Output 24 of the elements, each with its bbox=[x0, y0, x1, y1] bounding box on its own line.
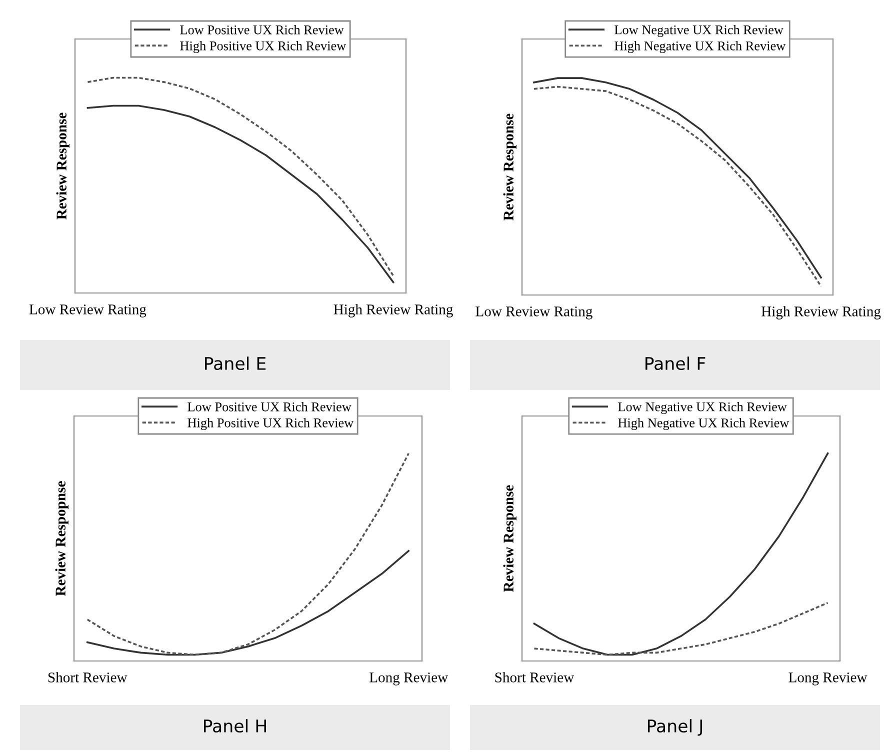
x-tick-label: High Review Rating bbox=[334, 304, 453, 318]
x-tick-label: Short Review bbox=[495, 672, 574, 682]
text: Panel E bbox=[205, 356, 266, 370]
legend-label: Low Positive UX Rich Review bbox=[188, 402, 352, 412]
legend-label: High Positive UX Rich Review bbox=[188, 418, 354, 430]
x-tick-label: Low Review Rating bbox=[476, 306, 592, 320]
legend-label: Low Negative UX Rich Review bbox=[614, 25, 784, 38]
y-axis-title: Review Response bbox=[56, 112, 70, 220]
legend-label: Low Positive UX Rich Review bbox=[180, 25, 344, 34]
x-tick-label: Low Review Rating bbox=[29, 304, 146, 318]
legend-label: High Negative UX Rich Review bbox=[618, 418, 790, 430]
x-tick-label: High Review Rating bbox=[762, 306, 881, 320]
legend-label: Low Negative UX Rich Review bbox=[618, 402, 787, 414]
x-tick-label: Short Review bbox=[48, 672, 128, 682]
legend-label: High Negative UX Rich Review bbox=[614, 41, 786, 54]
x-tick-label: Long Review bbox=[788, 672, 868, 686]
y-axis-title: Review Respopnse bbox=[55, 481, 68, 596]
legend-label: High Positive UX Rich Review bbox=[180, 41, 346, 54]
text: Panel H bbox=[204, 719, 266, 733]
text: Panel J bbox=[648, 719, 702, 736]
text: Panel F bbox=[646, 356, 706, 370]
x-tick-label: Long Review bbox=[370, 672, 448, 686]
y-axis-title: Review Response bbox=[503, 114, 516, 220]
y-axis-title: Review Response bbox=[503, 485, 516, 592]
